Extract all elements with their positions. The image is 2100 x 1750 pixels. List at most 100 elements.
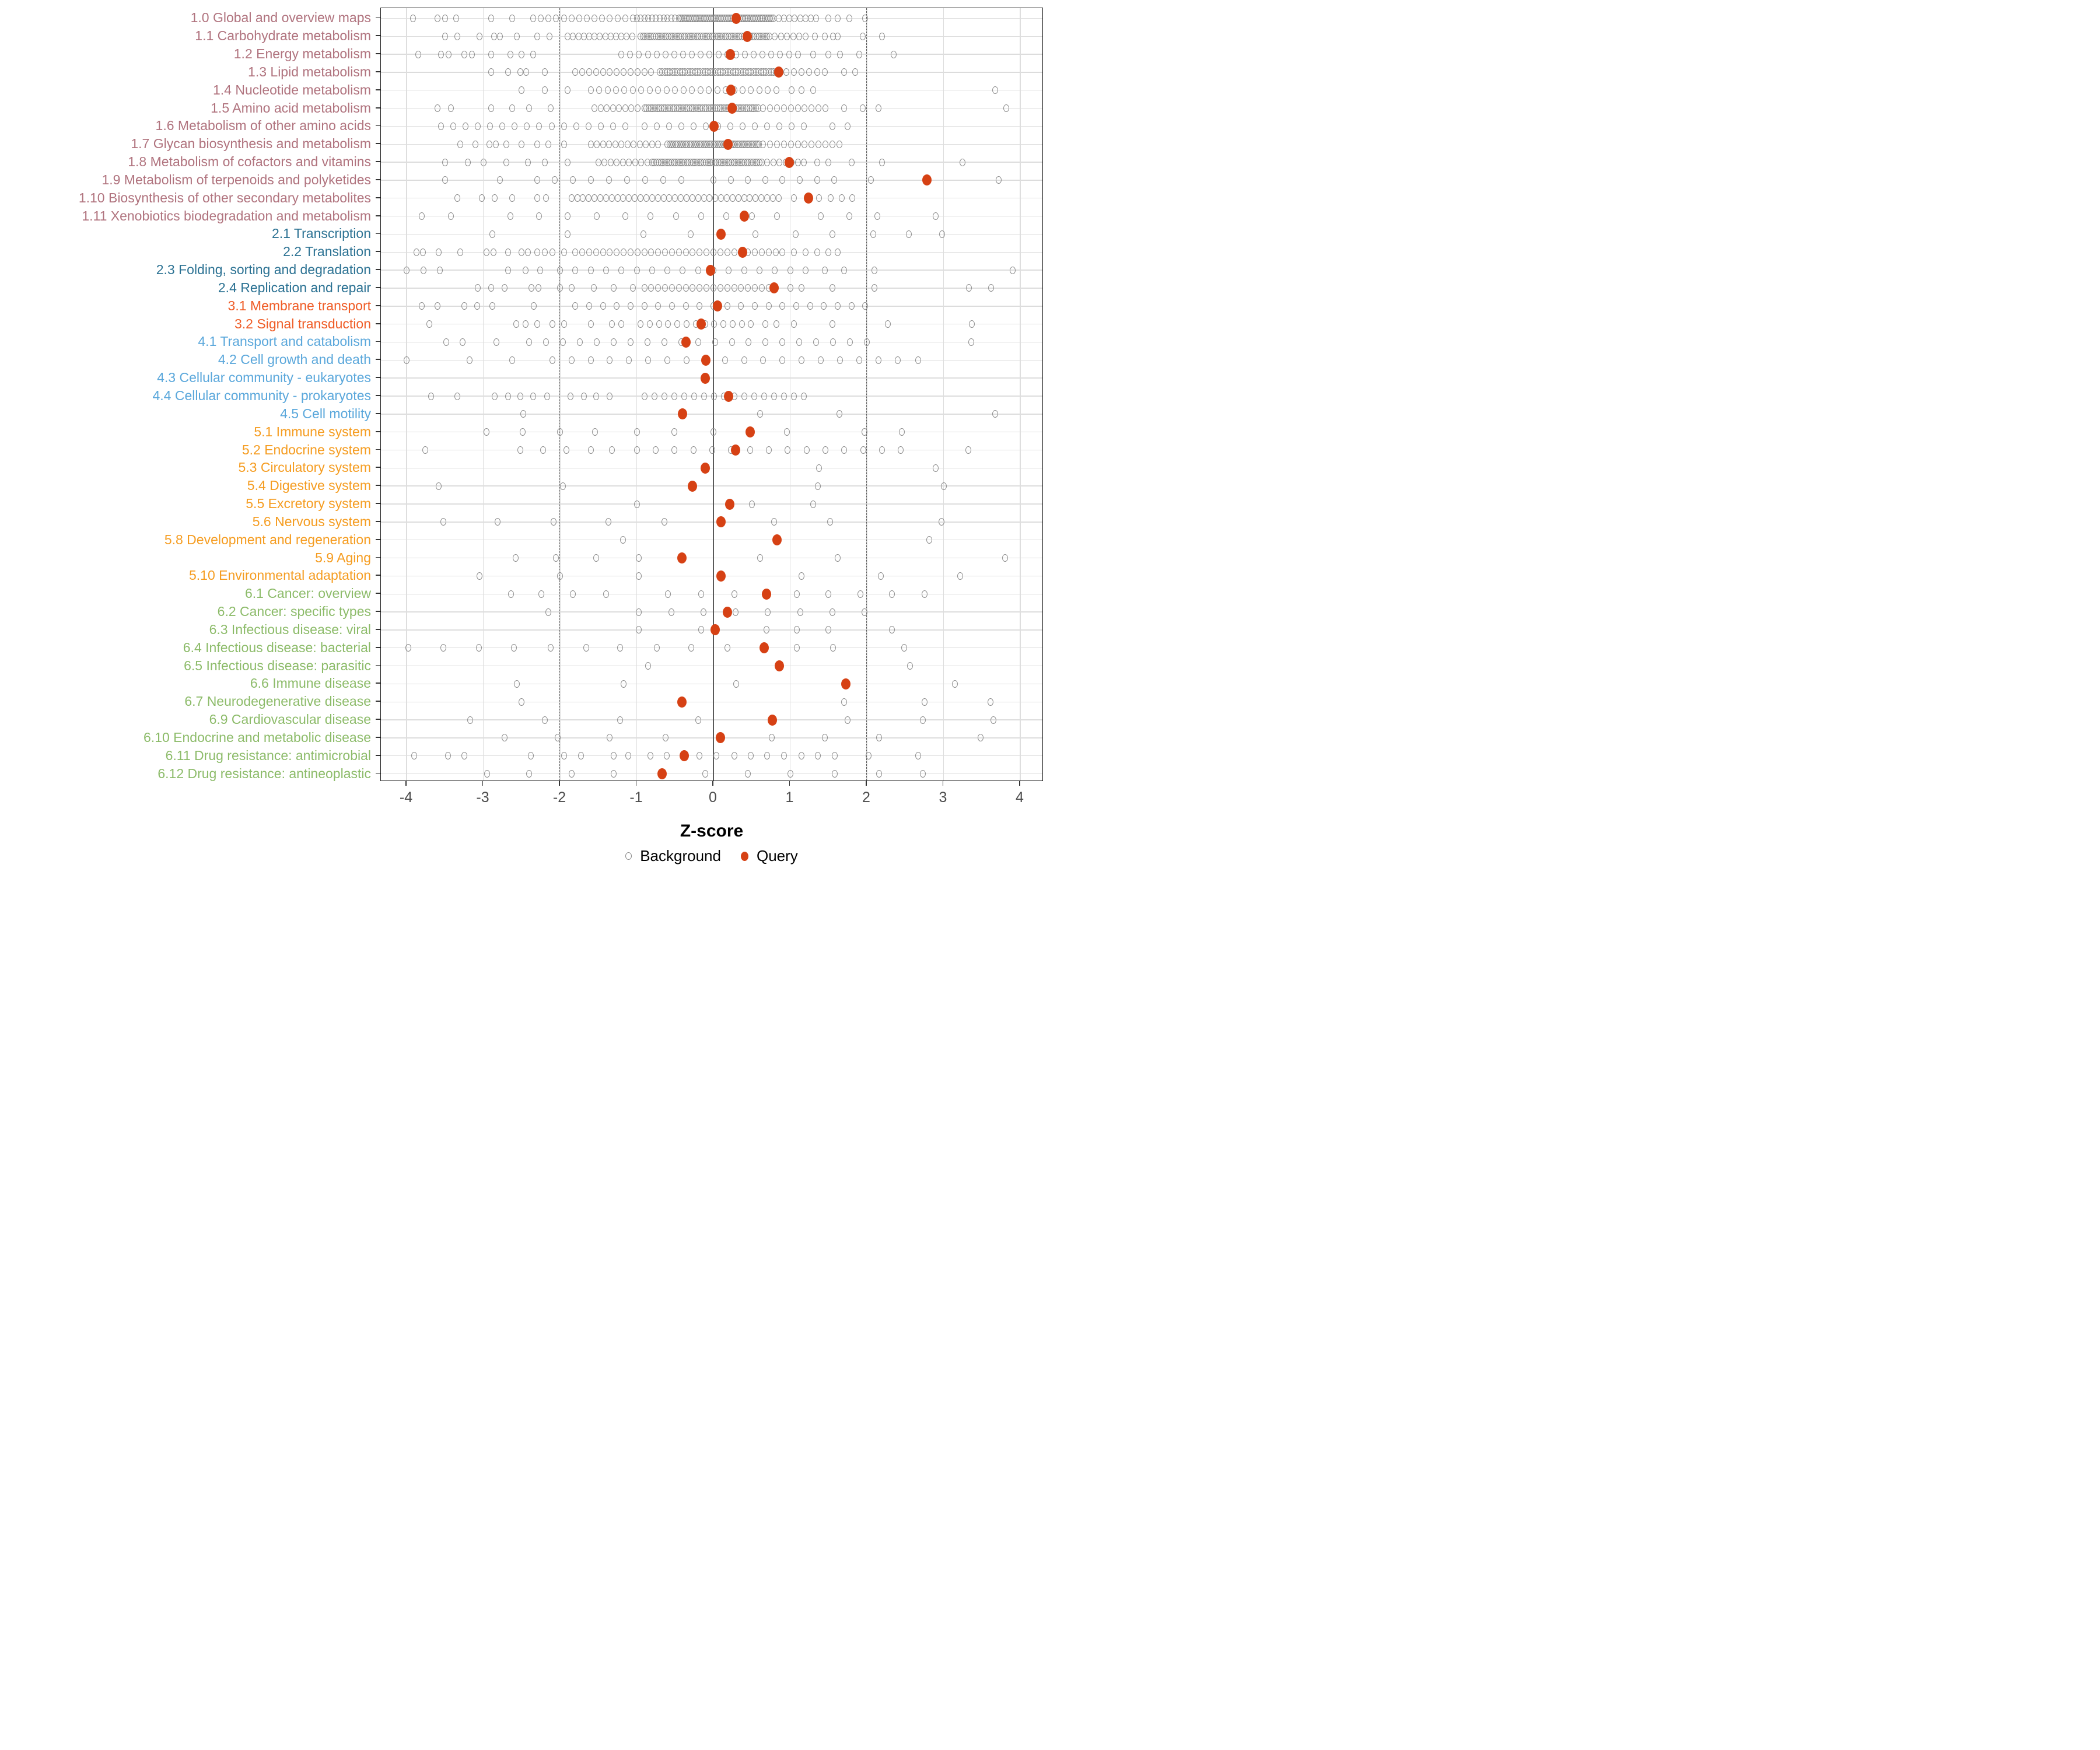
background-point	[724, 284, 730, 292]
background-point	[738, 284, 744, 292]
background-point	[505, 392, 511, 400]
background-point	[739, 86, 746, 94]
background-point	[587, 320, 594, 328]
y-tick-mark	[376, 593, 380, 594]
x-tick-label: 1	[785, 789, 794, 806]
background-point	[831, 770, 838, 778]
row-gridline	[381, 503, 1042, 505]
background-point	[600, 302, 606, 310]
background-point	[541, 248, 548, 256]
background-point	[799, 572, 805, 580]
background-point	[835, 554, 841, 562]
background-point	[756, 266, 762, 274]
background-point	[597, 104, 604, 113]
background-point	[614, 14, 621, 22]
y-tick-mark	[376, 520, 380, 522]
background-point	[915, 752, 922, 760]
background-point	[835, 248, 841, 256]
background-point	[549, 320, 555, 328]
background-point	[548, 122, 555, 130]
row-label: 6.4 Infectious disease: bacterial	[183, 639, 371, 655]
background-point	[655, 86, 662, 94]
background-point	[434, 14, 440, 22]
row-label: 1.1 Carbohydrate metabolism	[195, 28, 371, 44]
background-point	[593, 68, 599, 76]
background-point	[663, 86, 670, 94]
x-tick-mark	[866, 781, 867, 786]
background-point	[683, 356, 690, 364]
background-point	[771, 518, 777, 526]
background-point	[829, 230, 835, 238]
background-point	[698, 50, 704, 58]
background-point	[933, 212, 939, 220]
background-point	[938, 518, 944, 526]
background-point	[697, 86, 704, 94]
background-point	[668, 608, 674, 616]
row-label: 2.3 Folding, sorting and degradation	[156, 262, 371, 278]
background-point	[543, 338, 550, 346]
background-point	[434, 104, 440, 113]
query-point	[732, 12, 741, 24]
background-point	[791, 248, 797, 256]
background-point	[757, 410, 764, 418]
row-label: 5.4 Digestive system	[247, 478, 371, 494]
background-point	[622, 122, 628, 130]
background-point	[735, 194, 741, 202]
background-point	[787, 266, 793, 274]
y-tick-mark	[376, 215, 380, 216]
background-point	[717, 248, 723, 256]
background-point	[642, 176, 648, 184]
background-point	[771, 392, 777, 400]
background-point	[538, 14, 544, 22]
background-point	[505, 266, 511, 274]
background-point	[856, 356, 862, 364]
background-point	[701, 392, 708, 400]
background-point	[836, 140, 842, 148]
background-point	[791, 392, 797, 400]
background-point	[610, 122, 616, 130]
background-point	[649, 140, 655, 148]
background-point	[852, 68, 859, 76]
background-point	[779, 176, 786, 184]
background-point	[731, 248, 737, 256]
background-point	[632, 158, 638, 166]
background-point	[631, 140, 637, 148]
background-point	[752, 284, 758, 292]
background-point	[696, 302, 703, 310]
row-label: 2.1 Transcription	[271, 226, 371, 242]
background-point	[969, 320, 975, 328]
background-point	[621, 248, 627, 256]
background-point	[977, 734, 984, 742]
background-point	[620, 158, 626, 166]
background-point	[618, 50, 625, 58]
query-point	[680, 750, 690, 762]
query-point	[724, 390, 734, 402]
background-point	[663, 752, 670, 760]
background-point	[763, 626, 769, 634]
background-point	[507, 50, 513, 58]
background-point	[791, 194, 797, 202]
query-point	[804, 192, 814, 204]
background-point	[653, 122, 660, 130]
row-label: 6.7 Neurodegenerative disease	[184, 694, 371, 709]
y-tick-mark	[376, 503, 380, 504]
background-point	[622, 14, 628, 22]
background-point	[712, 338, 718, 346]
background-point	[620, 194, 626, 202]
x-tick-mark	[559, 781, 560, 786]
background-point	[678, 194, 684, 202]
background-point	[557, 428, 563, 436]
background-point	[655, 140, 662, 148]
background-point	[813, 338, 820, 346]
x-tick-label: -4	[399, 789, 413, 806]
background-point	[818, 356, 824, 364]
background-point	[594, 338, 600, 346]
row-label: 1.4 Nucleotide metabolism	[212, 82, 371, 97]
background-point	[600, 248, 606, 256]
background-point	[784, 32, 790, 40]
background-point	[751, 392, 757, 400]
background-point	[814, 176, 820, 184]
background-point	[821, 734, 828, 742]
background-point	[507, 212, 513, 220]
background-point	[649, 266, 655, 274]
